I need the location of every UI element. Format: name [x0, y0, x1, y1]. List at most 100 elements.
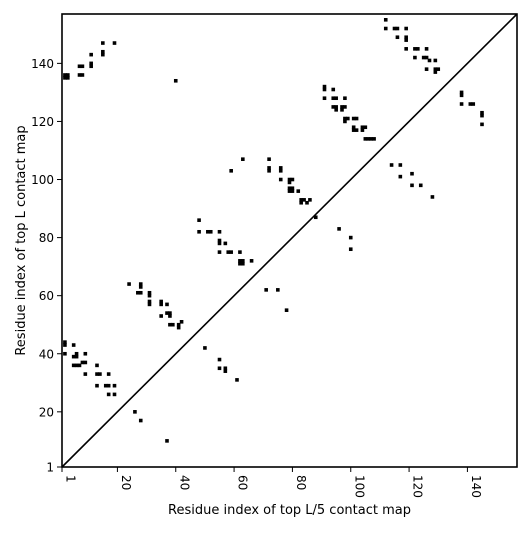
contact-point: [112, 41, 117, 45]
contact-point: [416, 47, 420, 51]
contact-point: [351, 125, 356, 130]
contact-point: [433, 67, 438, 71]
contact-point: [322, 96, 327, 101]
contact-point: [459, 102, 464, 106]
y-axis-label: Residue index of top L contact map: [14, 125, 29, 355]
contact-point: [63, 340, 67, 344]
contact-point: [278, 169, 283, 173]
contact-point: [138, 282, 143, 286]
contact-point: [74, 354, 79, 359]
contact-point: [354, 128, 359, 132]
y-tick-label: 80: [39, 231, 54, 245]
contact-point: [290, 189, 295, 193]
contact-point: [101, 49, 105, 54]
contact-point: [165, 439, 169, 443]
contact-point: [433, 70, 438, 74]
contact-point: [290, 177, 295, 182]
contact-point: [348, 247, 353, 252]
contact-point: [290, 186, 295, 191]
contact-point: [74, 351, 79, 356]
contact-point: [404, 38, 408, 42]
x-tick-label: 40: [177, 475, 191, 490]
contact-point: [63, 73, 67, 77]
contact-point: [363, 125, 368, 130]
contact-point: [278, 177, 283, 182]
contact-point: [66, 76, 70, 80]
contact-point: [147, 299, 152, 304]
contact-point: [106, 372, 111, 376]
contact-point: [404, 26, 408, 31]
contact-point: [71, 354, 76, 359]
contact-point: [468, 102, 473, 106]
contact-point: [369, 137, 373, 141]
contact-point: [343, 116, 347, 121]
contact-point: [346, 116, 350, 121]
x-tick-label: 1: [64, 475, 78, 483]
contact-point: [308, 198, 312, 202]
y-tick-label: 120: [31, 115, 54, 129]
contact-point: [138, 285, 143, 289]
contact-point: [264, 288, 268, 292]
plot-area-frame: [61, 13, 518, 468]
contact-point: [168, 311, 172, 315]
contact-point: [136, 290, 140, 295]
contact-point: [351, 128, 356, 132]
contact-point: [223, 369, 228, 373]
contact-point: [159, 302, 163, 307]
contact-point: [334, 96, 338, 101]
contact-point: [360, 125, 365, 130]
contact-point: [398, 174, 403, 179]
y-tick-label: 100: [31, 173, 54, 187]
contact-point: [147, 290, 152, 295]
contact-point: [413, 55, 417, 60]
contact-point: [322, 84, 327, 89]
points-layer: [63, 18, 484, 443]
contact-point: [176, 322, 181, 327]
contact-point: [168, 314, 172, 318]
y-tick-label: 140: [31, 57, 54, 71]
x-tick-label: 80: [294, 475, 308, 490]
contact-point: [334, 108, 338, 112]
contact-point: [340, 105, 344, 109]
contact-point: [424, 47, 429, 51]
x-tick-label: 20: [119, 475, 133, 490]
contact-point: [197, 218, 201, 222]
contact-point: [173, 78, 178, 83]
contact-point: [168, 322, 172, 327]
contact-point: [89, 61, 93, 66]
series-top-l5-contacts: [63, 163, 435, 443]
contact-point: [241, 261, 245, 266]
contact-point: [95, 372, 99, 376]
contact-point: [63, 351, 67, 356]
contact-point: [127, 282, 131, 286]
contact-point: [480, 113, 484, 118]
contact-point: [89, 64, 93, 69]
contact-point: [351, 116, 356, 121]
contact-point: [238, 261, 242, 266]
contact-point: [331, 87, 336, 92]
contact-point: [217, 241, 222, 246]
contact-point: [83, 351, 88, 356]
contact-point: [366, 137, 371, 141]
contact-point: [284, 308, 289, 312]
contact-point: [424, 55, 429, 60]
contact-point: [63, 76, 67, 80]
x-tick-label: 140: [469, 475, 483, 498]
contact-point: [229, 169, 233, 173]
contact-point: [480, 122, 484, 127]
contact-point: [98, 372, 102, 376]
contact-point: [74, 363, 79, 368]
x-axis-label: Residue index of top L/5 contact map: [168, 503, 411, 518]
contact-point: [395, 26, 400, 31]
contact-point: [331, 105, 336, 109]
contact-point: [217, 238, 222, 243]
x-tick-label: 60: [236, 475, 250, 490]
contact-point: [223, 241, 228, 246]
contact-point: [430, 195, 435, 199]
contact-point: [287, 189, 292, 193]
contact-point: [322, 87, 327, 92]
contact-point: [226, 250, 231, 254]
